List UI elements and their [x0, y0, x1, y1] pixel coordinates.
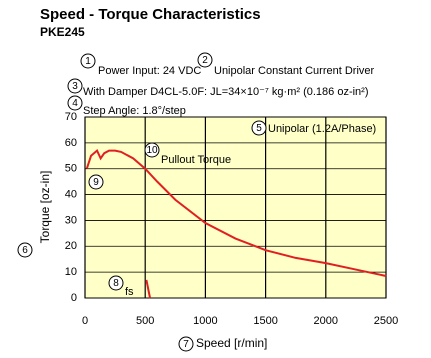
callout-circle: [80, 53, 96, 69]
callout-number: 10: [146, 145, 158, 156]
torque-curve: [85, 148, 387, 277]
x-tick-label: 1000: [193, 315, 217, 327]
y-tick-label: 50: [65, 163, 77, 175]
y-axis-label: Torque [oz-in]: [38, 171, 52, 244]
callout-circle: [251, 120, 267, 136]
annotation: Step Angle: 1.8°/step: [83, 105, 186, 117]
chart-title: Speed - Torque Characteristics: [40, 6, 261, 23]
x-tick-label: 500: [136, 315, 154, 327]
callout-number: 9: [93, 177, 99, 188]
callout-circle: [144, 142, 160, 158]
callout-circle: [67, 95, 83, 111]
callout-number: 3: [72, 81, 78, 92]
callout-number: 5: [256, 123, 262, 134]
plot-border: [84, 116, 387, 299]
x-tick-label: 2500: [374, 315, 398, 327]
x-axis-label: Speed [r/min]: [196, 336, 267, 350]
callout-circle: [108, 275, 124, 291]
torque-curve: [145, 279, 151, 299]
annotation: Pullout Torque: [161, 154, 231, 166]
annotation: Unipolar (1.2A/Phase): [268, 123, 376, 135]
annotation: Power Input: 24 VDC: [98, 65, 201, 77]
y-tick-label: 30: [65, 214, 77, 226]
callout-circle: [17, 242, 33, 258]
y-tick-label: 70: [65, 111, 77, 123]
y-tick-label: 20: [65, 240, 77, 252]
x-tick-label: 2000: [314, 315, 338, 327]
callout-circle: [88, 174, 104, 190]
callout-number: 1: [85, 56, 91, 67]
chart-subtitle: PKE245: [40, 25, 85, 39]
plot-area: [85, 117, 386, 298]
x-tick-label: 1500: [253, 315, 277, 327]
callout-number: 8: [113, 278, 119, 289]
y-tick-label: 10: [65, 266, 77, 278]
annotation: With Damper D4CL-5.0F: JL=34×10⁻⁷ kg·m² …: [83, 86, 369, 98]
y-tick-label: 60: [65, 137, 77, 149]
x-tick-label: 0: [82, 315, 88, 327]
callout-number: 6: [22, 245, 28, 256]
callout-circle: [67, 78, 83, 94]
annotation: Unipolar Constant Current Driver: [214, 65, 375, 77]
callout-circle: [178, 336, 194, 352]
callout-number: 4: [72, 98, 78, 109]
callout-circle: [197, 52, 213, 68]
callout-number: 2: [202, 55, 208, 66]
annotation: fs: [125, 286, 134, 298]
y-tick-label: 0: [71, 292, 77, 304]
y-tick-label: 40: [65, 188, 77, 200]
callout-number: 7: [183, 339, 189, 350]
